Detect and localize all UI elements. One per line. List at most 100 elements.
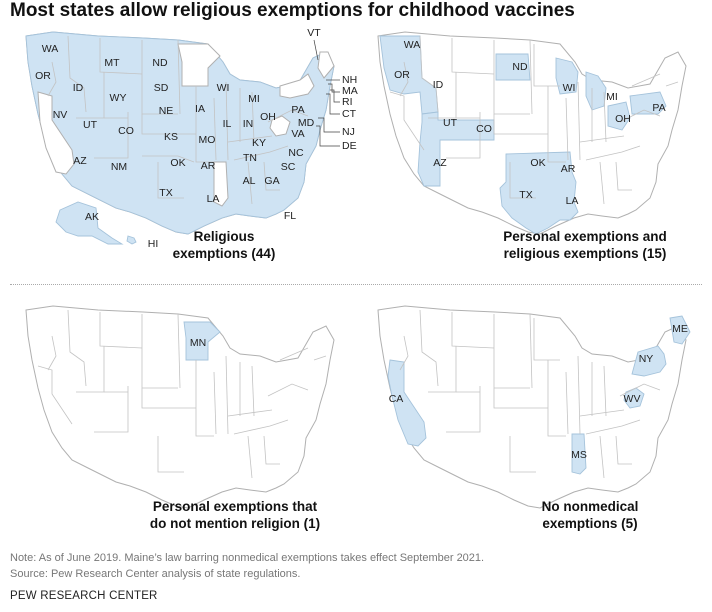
state-labels: WA OR ID MT ND SD WY NE NV UT CO KS AZ N… (35, 27, 358, 250)
map-panel-personal-only: MN Personal exemptions that do not menti… (8, 296, 358, 558)
label-mi: MI (248, 93, 260, 105)
label-pa: PA (652, 102, 665, 114)
label-or: OR (35, 70, 51, 82)
state-labels: CA NY ME WV MS (389, 323, 688, 461)
section-divider (10, 284, 702, 285)
us-outline (25, 305, 335, 509)
label-wa: WA (404, 39, 421, 51)
label-mt: MT (104, 57, 120, 69)
us-map-personal-only: MN (25, 305, 335, 509)
label-ks: KS (164, 131, 178, 143)
label-ga: GA (264, 175, 279, 187)
us-map-religious: WA OR ID MT ND SD WY NE NV UT CO KS AZ N… (25, 27, 358, 250)
label-nj: NJ (342, 126, 355, 138)
label-me: ME (672, 323, 688, 335)
label-ma: MA (342, 85, 358, 97)
label-tx: TX (159, 187, 172, 199)
state-mi (585, 71, 607, 111)
label-oh: OH (615, 113, 631, 125)
label-wa: WA (42, 43, 59, 55)
label-ny: NY (639, 353, 654, 365)
label-de: DE (342, 140, 357, 152)
map-panel-personal-religious: WA OR ID UT CO AZ ND OK TX AR LA WI MI O… (360, 22, 710, 284)
chart-title: Most states allow religious exemptions f… (10, 0, 575, 21)
label-az: AZ (433, 157, 447, 169)
state-wi (555, 57, 579, 95)
label-ar: AR (201, 160, 216, 172)
label-la: LA (566, 195, 579, 207)
state-borders (37, 309, 327, 479)
source-text: Source: Pew Research Center analysis of … (10, 568, 301, 580)
state-ca (37, 91, 75, 175)
caption-line-1: Personal exemptions that (152, 499, 318, 514)
state-borders (399, 309, 661, 479)
label-fl: FL (284, 210, 296, 222)
caption-personal-only: Personal exemptions that do not mention … (120, 498, 350, 532)
label-ak: AK (85, 211, 99, 223)
label-or: OR (394, 69, 410, 81)
label-id: ID (433, 79, 444, 91)
label-ok: OK (170, 157, 185, 169)
label-tx: TX (519, 189, 532, 201)
state-ny (279, 73, 315, 99)
label-tn: TN (243, 152, 257, 164)
state-hi (126, 235, 137, 245)
state-oh (607, 101, 631, 131)
us-outline (377, 31, 687, 235)
label-oh: OH (260, 111, 276, 123)
label-nv: NV (53, 109, 68, 121)
caption-line-1: Personal exemptions and (503, 229, 667, 244)
label-ar: AR (561, 163, 576, 175)
region-south-central (499, 151, 579, 235)
state-mn (183, 321, 221, 361)
label-nm: NM (111, 161, 127, 173)
label-sc: SC (281, 161, 296, 173)
state-ms (213, 161, 229, 207)
label-mo: MO (199, 134, 216, 146)
state-mn (177, 43, 221, 87)
label-md: MD (298, 117, 315, 129)
state-labels: WA OR ID UT CO AZ ND OK TX AR LA WI MI O… (394, 39, 665, 207)
label-nd: ND (512, 61, 528, 73)
label-vt: VT (307, 27, 321, 39)
label-in: IN (243, 118, 254, 130)
state-borders (389, 35, 679, 205)
state-ak (55, 201, 124, 245)
state-borders (47, 35, 309, 205)
region-us-highlight (25, 31, 335, 235)
note-text: Note: As of June 2019. Maine’s law barri… (10, 552, 485, 564)
label-nc: NC (288, 147, 304, 159)
label-la: LA (207, 193, 220, 205)
map-panel-no-nonmedical: CA NY ME WV MS No nonmedical exemptions … (360, 296, 710, 558)
label-ok: OK (530, 157, 545, 169)
label-sd: SD (154, 82, 169, 94)
label-al: AL (243, 175, 256, 187)
label-ms: MS (571, 449, 587, 461)
label-wv: WV (624, 393, 641, 405)
state-me (669, 315, 691, 345)
us-outline (377, 305, 687, 509)
caption-line-2: exemptions (5) (542, 516, 638, 531)
state-ut-co-az (417, 111, 495, 187)
label-az: AZ (73, 155, 87, 167)
caption-no-nonmedical: No nonmedical exemptions (5) (520, 498, 660, 532)
label-ca: CA (389, 393, 404, 405)
label-ri: RI (342, 96, 353, 108)
state-nd (495, 53, 531, 81)
label-hi: HI (148, 238, 159, 250)
label-id: ID (73, 82, 84, 94)
label-pa: PA (291, 104, 304, 116)
label-ne: NE (159, 105, 174, 117)
caption-line-2: do not mention religion (1) (149, 516, 321, 531)
leader-lines (313, 39, 340, 147)
state-ny (631, 345, 667, 377)
label-co: CO (118, 125, 134, 137)
state-wv (269, 115, 291, 137)
state-pa (629, 91, 667, 115)
label-mi: MI (606, 91, 618, 103)
us-map-personal-religious: WA OR ID UT CO AZ ND OK TX AR LA WI MI O… (377, 31, 687, 235)
caption-line-1: No nonmedical (541, 499, 639, 514)
label-wy: WY (110, 92, 127, 104)
label-co: CO (476, 123, 492, 135)
caption-line-2: religious exemptions (15) (503, 246, 667, 261)
